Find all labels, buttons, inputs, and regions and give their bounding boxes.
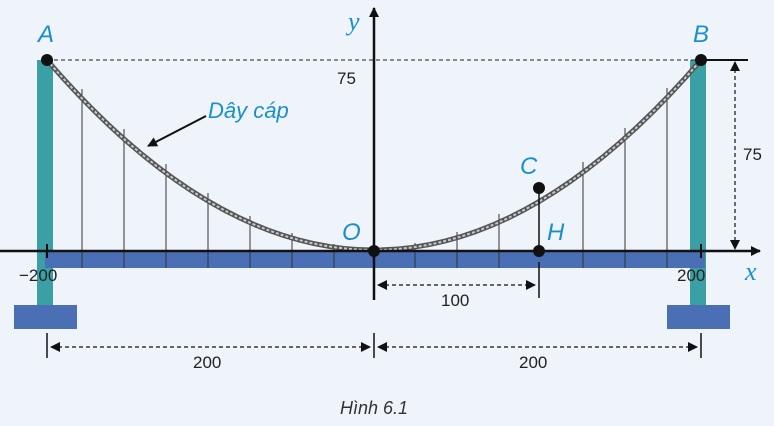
point-b — [695, 54, 707, 66]
point-c — [533, 182, 545, 194]
label-height-75: 75 — [743, 145, 762, 164]
label-span-right: 200 — [519, 353, 547, 372]
label-x-axis: x — [744, 257, 757, 286]
label-dist-oh: 100 — [441, 291, 469, 310]
point-h — [533, 245, 545, 257]
label-x-200: 200 — [677, 266, 705, 285]
label-h: H — [547, 219, 565, 246]
label-o: O — [342, 219, 361, 246]
label-a: A — [36, 21, 54, 48]
left-tower-base — [14, 305, 77, 329]
figure-caption: Hình 6.1 — [340, 398, 408, 418]
label-span-left: 200 — [193, 353, 221, 372]
right-tower-base — [667, 305, 730, 329]
label-c: C — [520, 153, 538, 180]
label-b: B — [693, 21, 709, 48]
point-a — [41, 54, 53, 66]
point-o — [368, 245, 380, 257]
label-x-minus-200: −200 — [19, 266, 57, 285]
left-tower — [37, 60, 53, 310]
cable-pointer-arrow — [147, 115, 207, 147]
label-y-tick-75: 75 — [337, 69, 356, 88]
label-cable: Dây cáp — [208, 98, 289, 123]
label-y-axis: y — [345, 7, 360, 36]
